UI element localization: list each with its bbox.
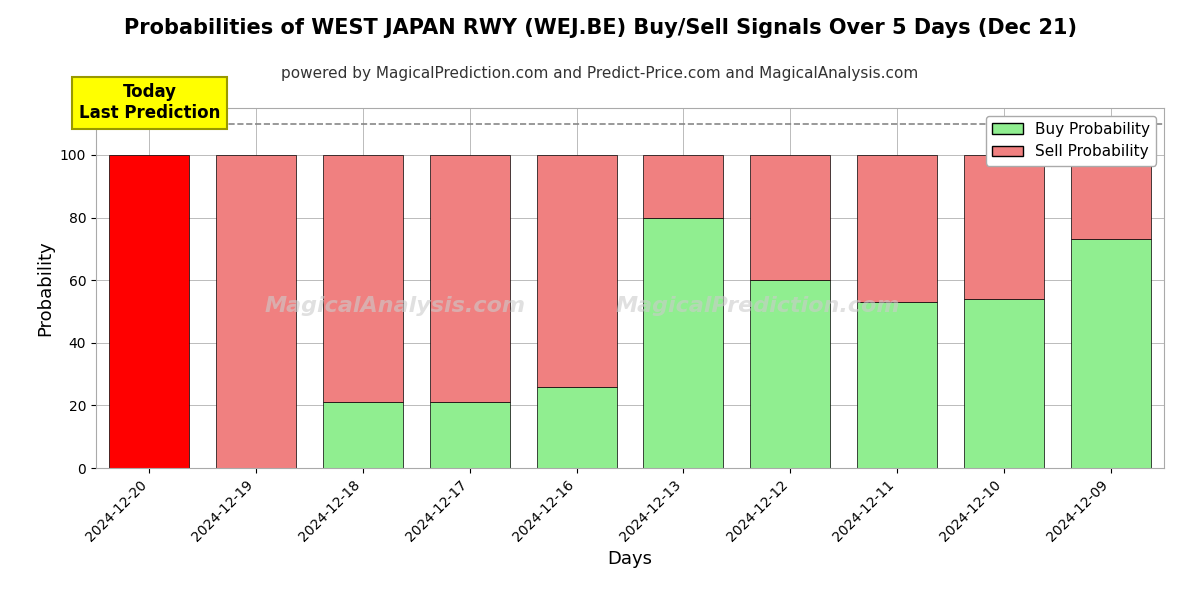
Bar (323, 402, 403, 468)
Bar (109, 155, 190, 468)
Bar (323, 155, 403, 402)
Bar (430, 155, 510, 402)
Bar (857, 302, 937, 468)
Bar (964, 155, 1044, 299)
X-axis label: Days: Days (607, 550, 653, 568)
Bar (750, 280, 830, 468)
Bar (643, 155, 724, 218)
Text: Probabilities of WEST JAPAN RWY (WEJ.BE) Buy/Sell Signals Over 5 Days (Dec 21): Probabilities of WEST JAPAN RWY (WEJ.BE)… (124, 18, 1076, 38)
Bar (643, 218, 724, 468)
Bar (750, 155, 830, 280)
Bar (536, 155, 617, 386)
Text: powered by MagicalPrediction.com and Predict-Price.com and MagicalAnalysis.com: powered by MagicalPrediction.com and Pre… (281, 66, 919, 81)
Text: MagicalPrediction.com: MagicalPrediction.com (616, 296, 900, 316)
Bar (857, 155, 937, 302)
Bar (536, 386, 617, 468)
Text: Today
Last Prediction: Today Last Prediction (79, 83, 220, 122)
Text: MagicalAnalysis.com: MagicalAnalysis.com (264, 296, 526, 316)
Bar (216, 155, 296, 468)
Bar (1070, 155, 1151, 239)
Legend: Buy Probability, Sell Probability: Buy Probability, Sell Probability (986, 116, 1157, 166)
Bar (430, 402, 510, 468)
Bar (1070, 239, 1151, 468)
Y-axis label: Probability: Probability (36, 240, 54, 336)
Bar (964, 299, 1044, 468)
